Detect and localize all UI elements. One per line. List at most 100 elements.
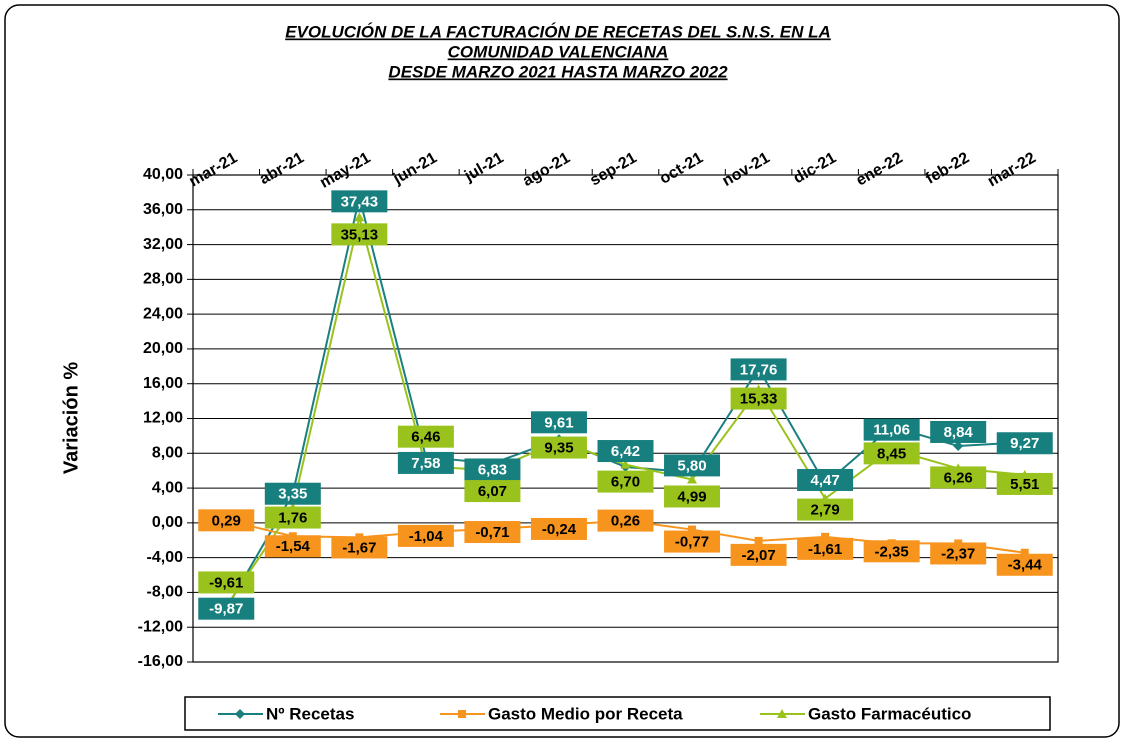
- value-label-text: 9,35: [544, 440, 573, 457]
- value-label-text: 6,46: [411, 429, 440, 446]
- value-label-text: 8,84: [944, 424, 974, 441]
- value-label-box: [863, 442, 920, 465]
- value-label: -1,04: [397, 524, 454, 547]
- value-label-box: [797, 537, 854, 560]
- value-label-box: [664, 454, 721, 477]
- value-label-text: -1,67: [342, 539, 376, 556]
- value-label: 6,42: [597, 440, 654, 463]
- value-label: -1,61: [797, 537, 854, 560]
- value-label: -2,37: [930, 542, 987, 565]
- value-label-text: 8,45: [877, 445, 906, 462]
- value-label: 3,35: [264, 482, 321, 505]
- plot-border: [192, 174, 1059, 663]
- value-label-box: [930, 542, 987, 565]
- marker: [688, 525, 697, 534]
- value-label-text: 37,43: [341, 193, 379, 210]
- value-label-box: [331, 536, 388, 559]
- value-label: 2,79: [797, 498, 854, 521]
- value-label-box: [464, 458, 521, 481]
- value-label-text: 2,79: [811, 502, 840, 519]
- value-label: 0,26: [597, 509, 654, 532]
- value-label-text: -2,35: [875, 543, 909, 560]
- value-label: 8,45: [863, 442, 920, 465]
- value-label: 17,76: [730, 358, 787, 381]
- value-label-box: [264, 535, 321, 558]
- value-label-box: [930, 420, 987, 443]
- value-label: 1,76: [264, 506, 321, 529]
- value-label-text: 1,76: [278, 510, 307, 527]
- title-line: EVOLUCIÓN DE LA FACTURACIÓN DE RECETAS D…: [285, 22, 831, 41]
- value-label: 6,70: [597, 470, 654, 493]
- value-label: 5,51: [996, 472, 1053, 495]
- value-label-box: [530, 411, 587, 434]
- value-label-box: [397, 451, 454, 474]
- value-label-text: 4,47: [811, 472, 840, 489]
- y-axis-label: Variación %: [60, 362, 82, 474]
- legend-label: Gasto Medio por Receta: [488, 704, 683, 723]
- value-label-text: 0,29: [212, 512, 241, 529]
- y-tick-label: -16,00: [138, 653, 183, 670]
- marker: [1020, 548, 1029, 557]
- value-label-box: [530, 436, 587, 459]
- marker: [620, 459, 631, 469]
- value-label-text: 35,13: [341, 226, 379, 243]
- value-label-text: -9,87: [209, 601, 243, 618]
- title-line: DESDE MARZO 2021 HASTA MARZO 2022: [388, 62, 728, 81]
- value-label: -9,61: [198, 571, 255, 594]
- value-label-text: 6,70: [611, 474, 640, 491]
- value-label-text: -0,71: [475, 524, 509, 541]
- value-label-box: [597, 509, 654, 532]
- y-tick-label: 4,00: [152, 479, 183, 496]
- value-label-text: -2,07: [741, 547, 775, 564]
- value-label-box: [464, 480, 521, 503]
- value-label-text: 3,35: [278, 486, 307, 503]
- value-label-box: [397, 425, 454, 448]
- y-tick-label: 20,00: [143, 340, 183, 357]
- value-label-box: [930, 466, 987, 489]
- value-label-text: 17,76: [740, 361, 778, 378]
- value-label: 9,61: [530, 411, 587, 434]
- value-label-text: -3,44: [1008, 557, 1043, 574]
- value-label-box: [863, 540, 920, 563]
- value-label-box: [730, 358, 787, 381]
- value-label-text: 5,80: [677, 457, 706, 474]
- value-label: 5,80: [664, 454, 721, 477]
- y-tick-label: 24,00: [143, 305, 183, 322]
- marker: [354, 212, 365, 222]
- y-tick-label: -12,00: [138, 618, 183, 635]
- value-label: 6,07: [464, 480, 521, 503]
- value-label-box: [464, 521, 521, 544]
- marker: [821, 532, 830, 541]
- value-label-text: -2,37: [941, 545, 975, 562]
- value-label: 8,84: [930, 420, 987, 443]
- title-line: COMUNIDAD VALENCIANA: [448, 42, 669, 61]
- legend: [184, 696, 1051, 731]
- y-tick-label: 8,00: [152, 445, 183, 462]
- value-label-box: [331, 223, 388, 246]
- legend-marker: [777, 709, 787, 718]
- y-tick-label: -8,00: [147, 584, 184, 601]
- value-label-box: [198, 571, 255, 594]
- value-label: 6,46: [397, 425, 454, 448]
- marker: [687, 474, 698, 484]
- y-tick-label: 12,00: [143, 410, 183, 427]
- value-label-box: [597, 470, 654, 493]
- value-label: 4,99: [664, 485, 721, 508]
- value-label-box: [996, 553, 1053, 576]
- value-label: -9,87: [198, 597, 255, 620]
- value-label: 15,33: [730, 387, 787, 410]
- value-label: 4,47: [797, 468, 854, 491]
- value-label-text: 9,61: [544, 414, 573, 431]
- value-label-box: [730, 543, 787, 566]
- y-tick-label: 36,00: [143, 201, 183, 218]
- value-label-box: [597, 440, 654, 463]
- legend-label: Gasto Farmacéutico: [808, 704, 971, 723]
- value-label: 37,43: [331, 190, 388, 213]
- value-label: -0,24: [530, 517, 587, 540]
- value-label-text: 9,27: [1010, 435, 1039, 452]
- value-label: 0,29: [198, 509, 255, 532]
- value-label-text: 15,33: [740, 391, 778, 408]
- value-label-box: [797, 498, 854, 521]
- value-label: -2,35: [863, 540, 920, 563]
